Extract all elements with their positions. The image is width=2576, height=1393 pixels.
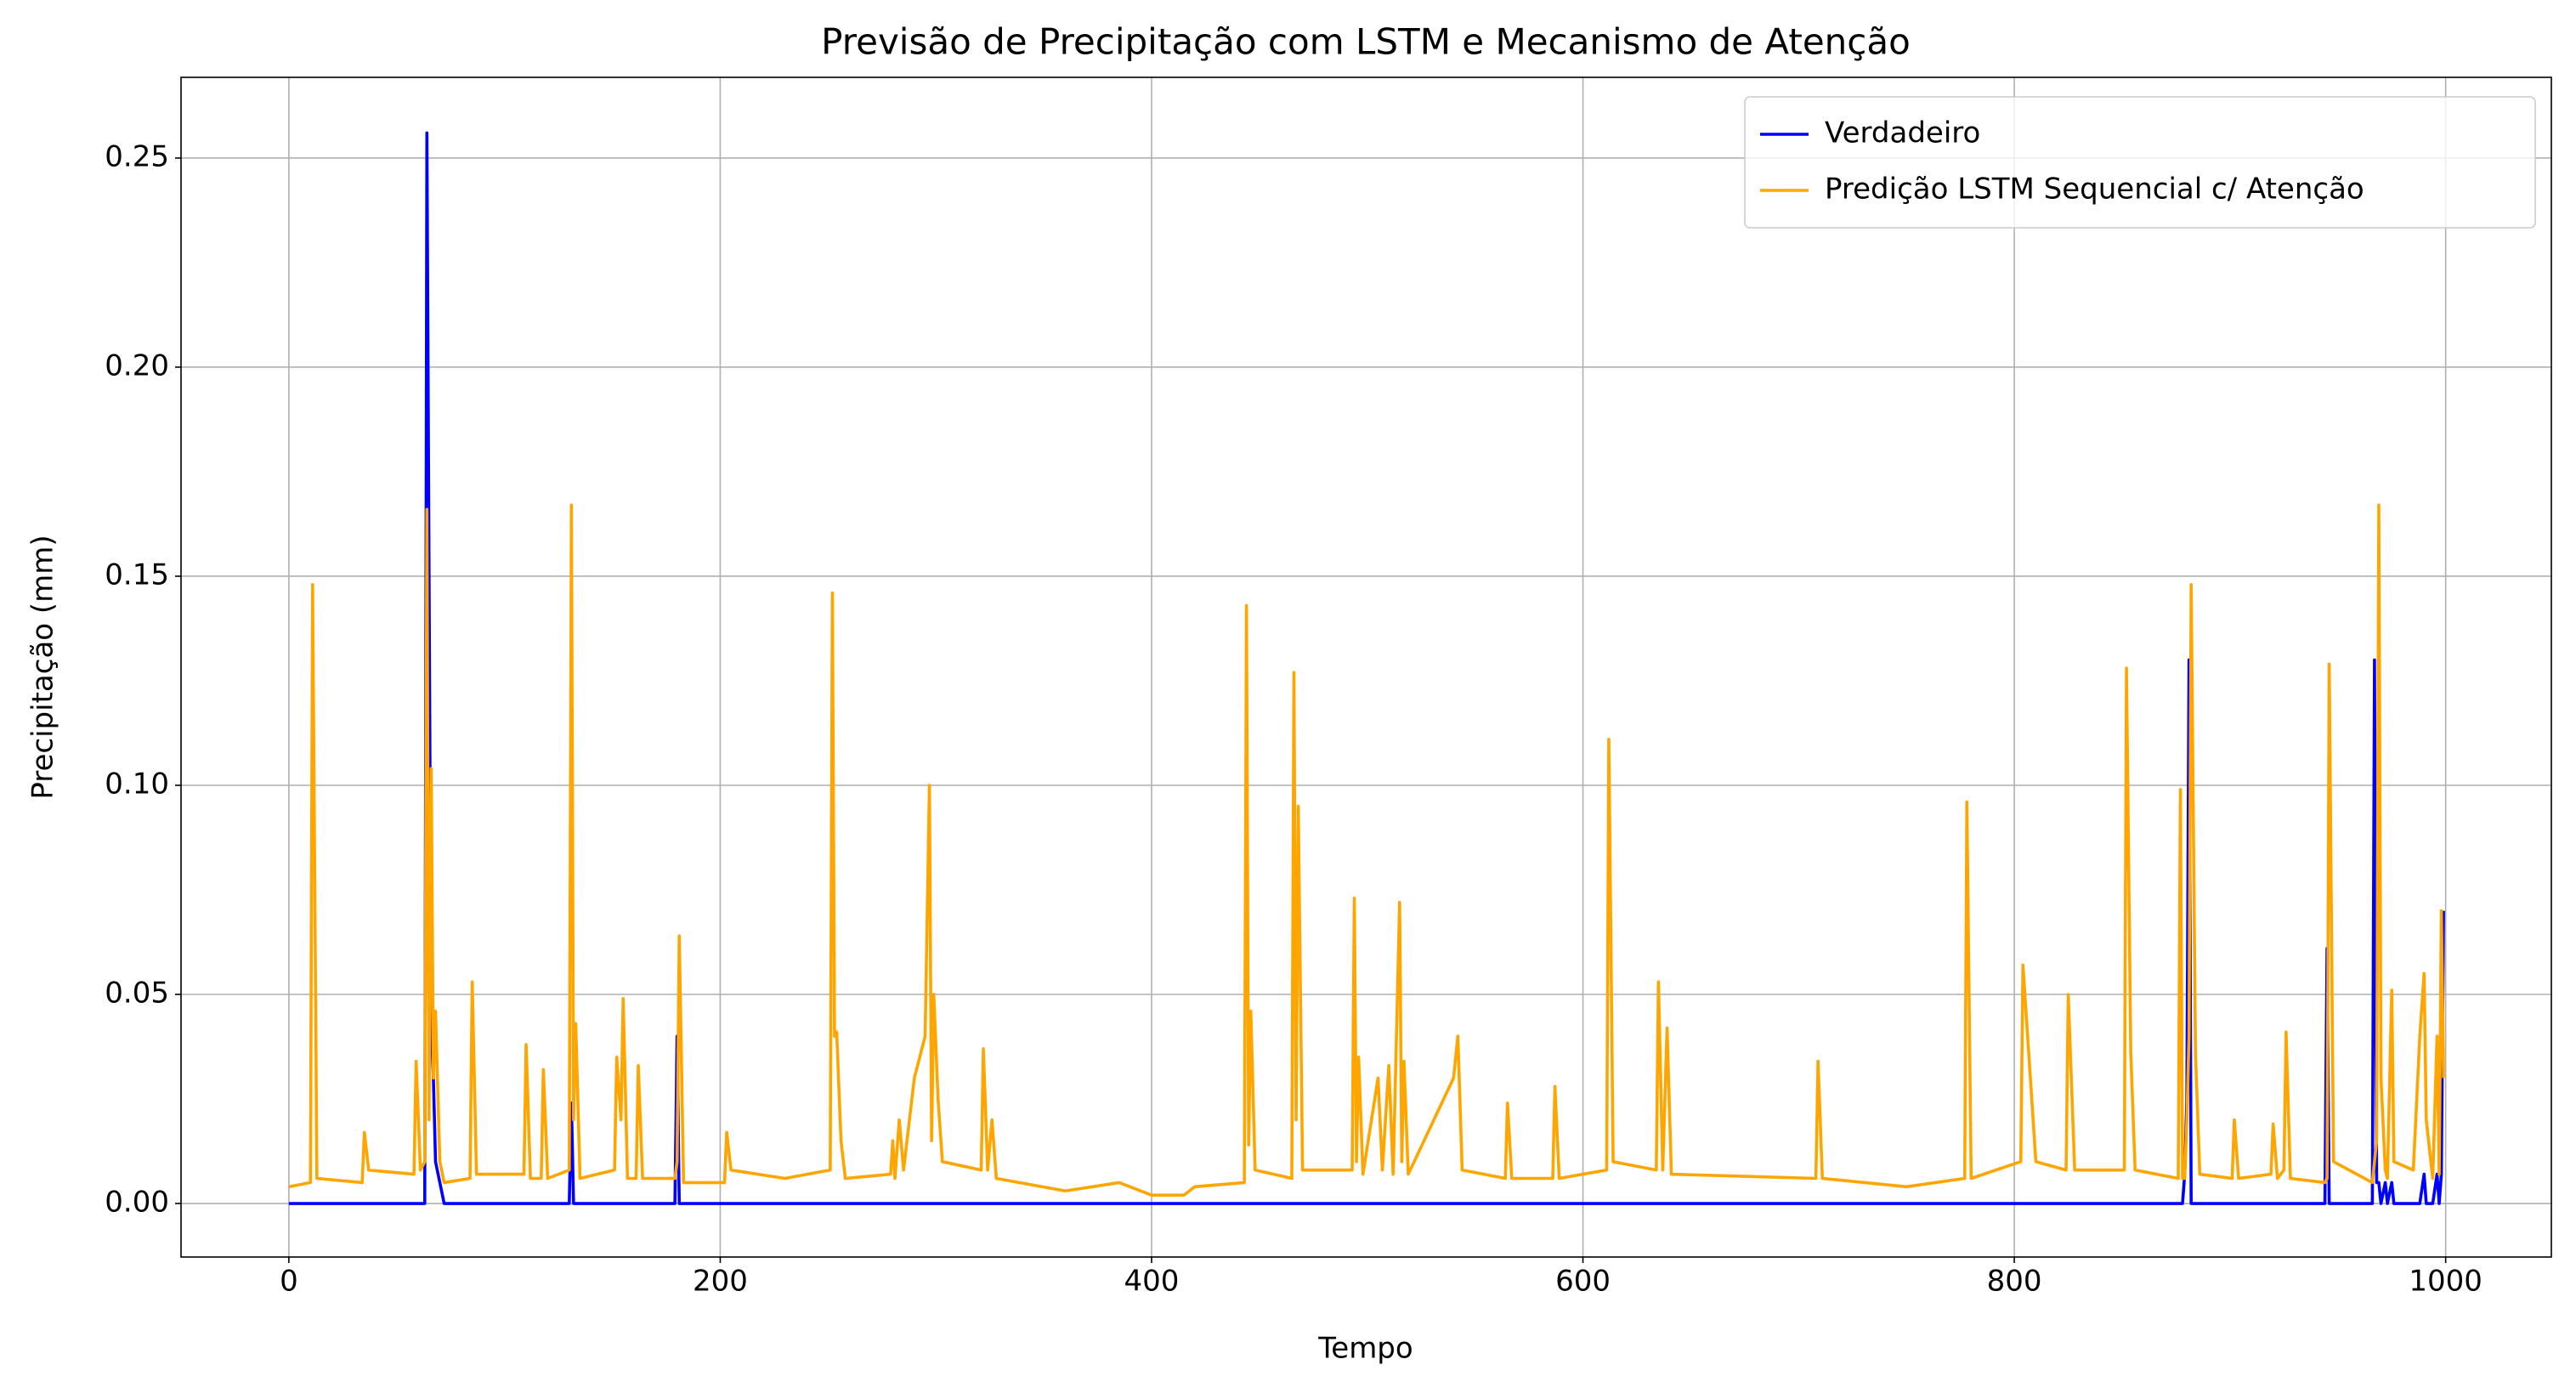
y-tick-label: 0.00 <box>105 1186 169 1220</box>
x-tick-label: 200 <box>693 1265 748 1299</box>
y-tick-label: 0.20 <box>105 348 169 382</box>
data-line <box>288 503 2445 1197</box>
legend-label: Predição LSTM Sequencial c/ Atenção <box>1825 173 2364 207</box>
y-axis-label: Precipitação (mm) <box>26 535 60 799</box>
x-tick-label: 1000 <box>2409 1265 2483 1299</box>
y-tick-label: 0.15 <box>105 558 169 592</box>
chart-title: Previsão de Precipitação com LSTM e Meca… <box>821 21 1911 63</box>
y-tick-label: 0.10 <box>105 767 169 801</box>
x-tick-label: 400 <box>1124 1265 1180 1299</box>
legend: Verdadeiro Predição LSTM Sequencial c/ At… <box>1744 96 2536 229</box>
x-tick-label: 800 <box>1987 1265 2042 1299</box>
y-tick-label: 0.05 <box>105 977 169 1011</box>
y-tick-label: 0.25 <box>105 139 169 173</box>
legend-label: Verdadeiro <box>1825 116 1980 150</box>
x-axis-label: Tempo <box>1317 1332 1413 1366</box>
data-line <box>288 131 2445 1205</box>
x-tick-label: 600 <box>1555 1265 1611 1299</box>
plot-frame <box>180 76 2552 1258</box>
legend-box <box>1744 96 2536 229</box>
x-tick-label: 0 <box>280 1265 298 1299</box>
